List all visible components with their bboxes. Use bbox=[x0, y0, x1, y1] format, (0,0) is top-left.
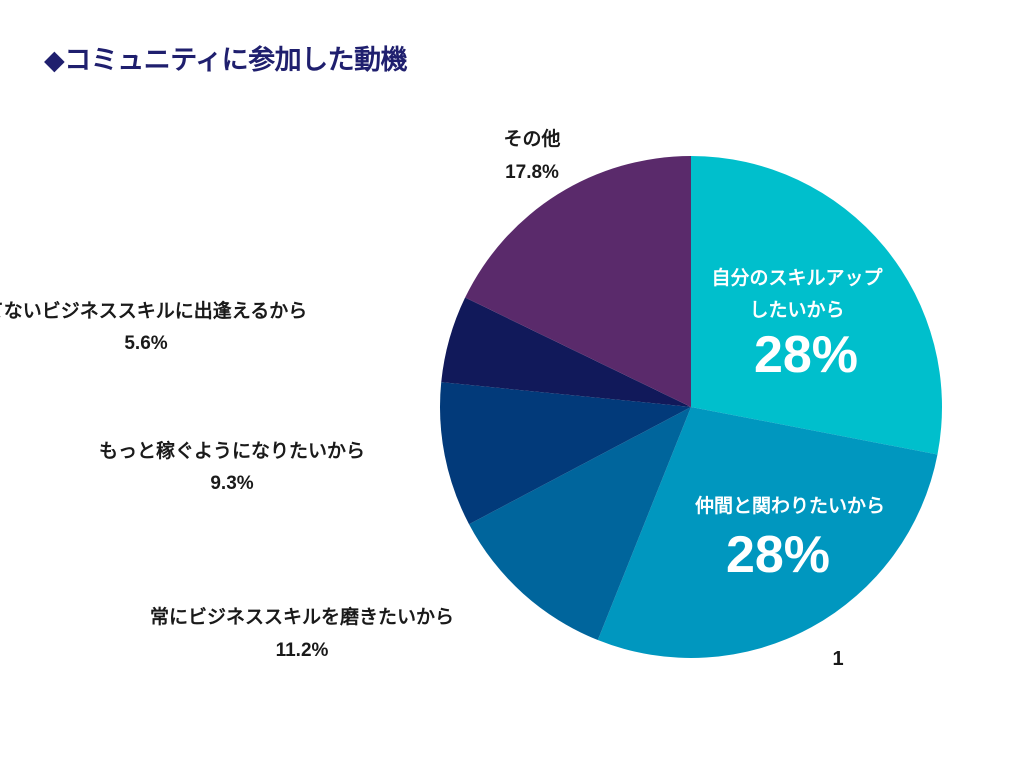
page-number: 1 bbox=[832, 648, 843, 670]
pie-slice-6 bbox=[465, 156, 691, 407]
slice-value-6: 17.8% bbox=[505, 162, 559, 183]
slice-label-4: もっと稼ぐようになりたいから bbox=[99, 439, 365, 462]
slice-value-3: 11.2% bbox=[276, 640, 329, 661]
pie-slice-1 bbox=[691, 156, 942, 455]
slice-label-2: 仲間と関わりたいから bbox=[695, 494, 885, 517]
slice-value-1: 28% bbox=[754, 326, 858, 384]
slice-label-1: 自分のスキルアップ bbox=[711, 266, 883, 289]
pie-slice-4 bbox=[440, 382, 691, 525]
slide-title: ◆コミュニティに参加した動機 bbox=[44, 45, 408, 76]
pie-slice-3 bbox=[469, 407, 691, 641]
slice-label-6: その他 bbox=[503, 127, 560, 150]
pie-slices bbox=[440, 156, 942, 659]
slice-value-5: 5.6% bbox=[124, 333, 167, 354]
slice-label-1: したいから bbox=[749, 299, 844, 321]
slice-value-4: 9.3% bbox=[210, 473, 253, 494]
slice-label-5: てないビジネススキルに出逢えるから bbox=[0, 299, 307, 322]
slice-label-3: 常にビジネススキルを磨きたいから bbox=[150, 605, 454, 628]
slice-value-2: 28% bbox=[726, 526, 830, 584]
pie-slice-2 bbox=[597, 407, 938, 659]
pie-slice-5 bbox=[441, 297, 691, 407]
